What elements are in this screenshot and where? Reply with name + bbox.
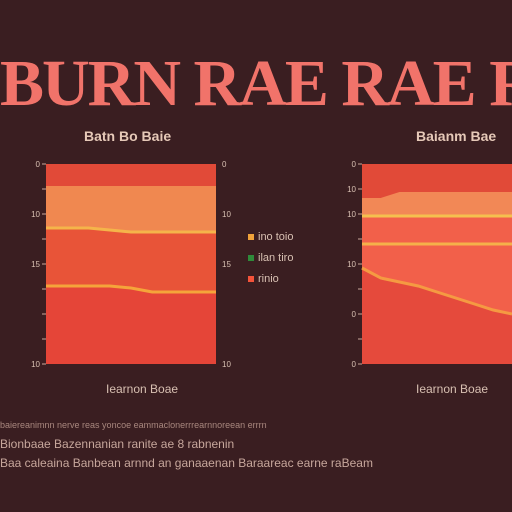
- y-tick-label: 0: [36, 160, 41, 169]
- left-area-chart: 0 0 10 10 15 15 10 10: [31, 160, 231, 369]
- legend-item: ino toio: [248, 226, 293, 247]
- right-area-chart: 0 10 10 10 0 0: [347, 160, 512, 369]
- y-tick-label-right: 10: [222, 360, 231, 369]
- legend-label: rinio: [258, 272, 279, 285]
- y-tick-label: 15: [31, 260, 40, 269]
- y-tick-label-right: 0: [222, 160, 227, 169]
- legend-swatch: [248, 275, 254, 282]
- y-tick-label: 0: [352, 360, 357, 369]
- legend-swatch: [248, 233, 254, 240]
- y-tick-label: 10: [31, 210, 40, 219]
- footnote-line-1: baiereanimnn nerve reas yoncoe eammaclon…: [0, 420, 267, 430]
- legend-label: ino toio: [258, 230, 294, 243]
- legend-item: ilan tiro: [248, 247, 293, 268]
- y-tick-label: 10: [31, 360, 40, 369]
- series-line-2: [361, 266, 512, 316]
- legend-swatch: [248, 254, 254, 261]
- series-line-1: [46, 284, 216, 294]
- area-band-3: [362, 268, 512, 364]
- legend-item: rinio: [248, 268, 293, 289]
- y-tick-label: 10: [347, 260, 356, 269]
- area-band-3: [46, 286, 216, 364]
- left-chart-x-axis-label: Iearnon Boae: [106, 382, 179, 396]
- right-chart-subtitle: Baianm Bae: [416, 128, 497, 144]
- footnote-line-2: Bionbaae Bazennanian ranite ae 8 rabneni…: [0, 437, 235, 451]
- y-tick-label: 10: [347, 210, 356, 219]
- y-tick-label: 10: [347, 185, 356, 194]
- y-tick-label: 0: [352, 160, 357, 169]
- right-chart-x-axis-label: Iearnon Boae: [416, 382, 489, 396]
- series-line-0: [46, 226, 216, 234]
- y-tick-label-right: 15: [222, 260, 231, 269]
- main-title: BURN RAE RAE RAIN: [0, 47, 512, 120]
- y-tick-label-right: 10: [222, 210, 231, 219]
- legend: ino toio ilan tiro rinio: [248, 226, 293, 289]
- left-chart-subtitle: Batn Bo Baie: [84, 128, 172, 144]
- legend-label: ilan tiro: [258, 251, 294, 264]
- y-tick-label: 0: [352, 310, 357, 319]
- footnote-line-3: Baa caleaina Banbean arnnd an ganaaenan …: [0, 456, 373, 470]
